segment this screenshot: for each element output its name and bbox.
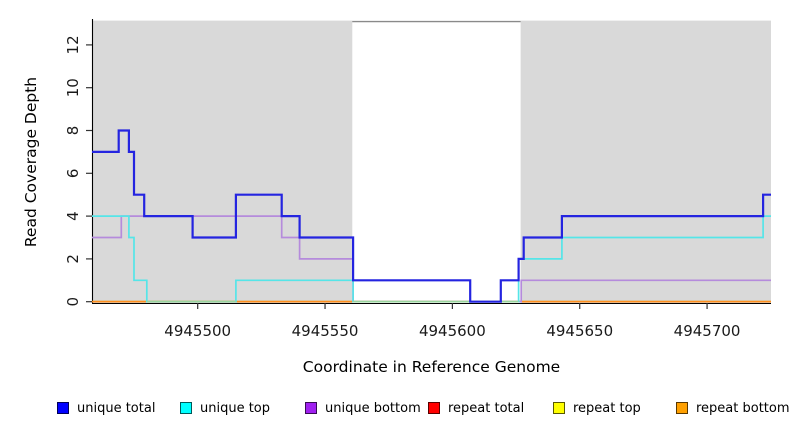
series-unique-top [92,215,771,303]
legend-label-unique-total: unique total [77,400,156,416]
legend-swatch-repeat-bottom [676,402,688,414]
legend-label-unique-bottom: unique bottom [325,400,421,416]
series-unique-total [92,129,771,303]
legend-item-unique-top: unique top [180,398,270,418]
legend-label-repeat-bottom: repeat bottom [696,400,790,416]
legend-swatch-unique-bottom [305,402,317,414]
legend-swatch-unique-total [57,402,69,414]
legend-swatch-repeat-total [428,402,440,414]
legend-label-repeat-top: repeat top [573,400,641,416]
y-tick-label: 10 [64,78,82,97]
x-tick-label: 4945550 [292,322,359,340]
legend-label-unique-top: unique top [200,400,271,416]
x-tick-label: 4945700 [674,322,741,340]
legend-label-repeat-total: repeat total [448,400,525,416]
x-axis-title: Coordinate in Reference Genome [303,358,560,376]
y-axis-title: Read Coverage Depth [22,77,40,247]
y-tick-label: 4 [64,211,82,221]
legend-item-unique-total: unique total [57,398,155,418]
legend-item-repeat-bottom: repeat bottom [676,398,790,418]
x-tick-label: 4945500 [164,322,231,340]
background-band [92,21,353,303]
chart-legend: unique total unique top unique bottom repea… [0,398,792,418]
series-unique-bottom [92,215,771,303]
legend-item-repeat-top: repeat top [553,398,641,418]
background-band [520,21,771,303]
y-tick-label: 2 [64,254,82,264]
legend-swatch-repeat-top [553,402,565,414]
y-tick-label: 0 [64,297,82,307]
legend-swatch-unique-top [180,402,192,414]
y-tick-label: 8 [64,126,82,136]
x-tick-label: 4945600 [419,322,486,340]
legend-item-repeat-total: repeat total [428,398,524,418]
y-tick-label: 12 [64,35,82,54]
x-tick-label: 4945650 [546,322,613,340]
y-tick-label: 6 [64,169,82,179]
legend-item-unique-bottom: unique bottom [305,398,421,418]
